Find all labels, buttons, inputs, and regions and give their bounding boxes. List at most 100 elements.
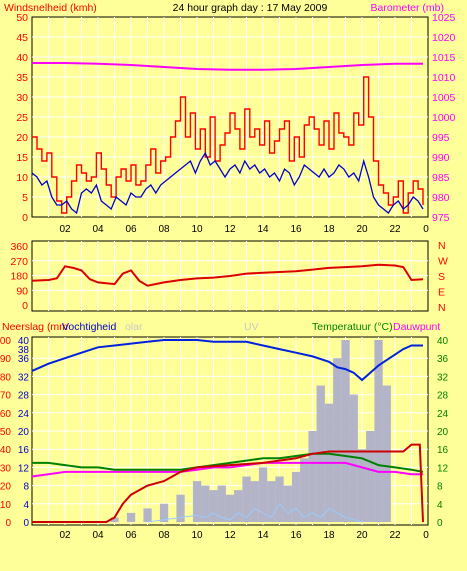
wind-gust-line <box>32 76 424 214</box>
x-tick-label: 0 <box>423 530 429 541</box>
rain-humidity-temp-panel: 0102030405060708090100 04812162024283236… <box>0 336 449 541</box>
direction-y-tick-label: 180 <box>10 271 28 283</box>
wind-grid <box>32 17 428 217</box>
baro-y-tick-label: 1010 <box>432 72 456 84</box>
temp-y-tick-label: 12 <box>437 463 449 474</box>
solar-bar <box>176 494 185 522</box>
graph-title: 24 hour graph day : 17 May 2009 <box>173 2 328 14</box>
temp-y-tick-label: 0 <box>437 518 443 529</box>
humidity-y-tick-label: 100 <box>0 336 11 347</box>
compass-label: S <box>438 271 445 283</box>
x-tick-label: 06 <box>125 530 137 541</box>
humidity-line <box>31 339 423 382</box>
compass-label: N <box>438 240 446 252</box>
rain-x-axis: 02 04 06 08 10 12 14 16 18 20 22 0 <box>59 530 429 541</box>
humidity-y-tick-label: 90 <box>0 354 11 365</box>
temp-y-tick-label: 40 <box>437 336 449 347</box>
barometer-line <box>32 62 423 71</box>
direction-y-tick-label: 0 <box>22 300 28 312</box>
rain-y-tick-label: 28 <box>18 391 30 402</box>
humidity-y-tick-label: 10 <box>0 500 11 511</box>
x-tick-label: 20 <box>356 530 368 541</box>
wind-y-axis: 0 5 10 15 20 25 30 35 40 45 50 <box>16 12 28 224</box>
baro-y-tick-label: 1005 <box>432 92 456 104</box>
wind-y-tick-label: 25 <box>16 112 28 124</box>
baro-y-tick-label: 1015 <box>432 52 456 64</box>
wind-y-tick-label: 50 <box>16 12 28 24</box>
direction-y-tick-label: 90 <box>16 285 28 297</box>
wind-y-tick-label: 45 <box>16 32 28 44</box>
solar-bar <box>225 494 235 522</box>
wind-y-tick-label: 40 <box>16 52 28 64</box>
solar-bar <box>234 490 243 522</box>
x-tick-label: 04 <box>92 224 104 235</box>
solar-bar <box>349 394 358 522</box>
humidity-y-tick-label: 80 <box>0 372 11 383</box>
solar-bar <box>242 476 251 522</box>
solar-bar <box>209 490 218 522</box>
temp-y-tick-label: 16 <box>437 445 449 456</box>
rain-y-tick-label: 36 <box>18 354 30 365</box>
x-tick-label: 04 <box>92 530 104 541</box>
direction-y-axis: 360 270 180 90 0 <box>10 241 28 312</box>
rain-y-tick-label: 20 <box>18 427 30 438</box>
x-tick-label: 02 <box>59 224 71 235</box>
wind-y-tick-label: 5 <box>22 192 28 204</box>
solar-label: olar <box>125 321 143 333</box>
humidity-y-tick-label: 40 <box>0 445 11 456</box>
x-tick-label: 10 <box>191 224 203 235</box>
solar-bar <box>374 340 383 522</box>
compass-label: N <box>438 302 446 314</box>
solar-bar <box>143 508 152 522</box>
rain-y-tick-label: 32 <box>18 372 30 383</box>
temp-y-tick-label: 20 <box>437 427 449 438</box>
solar-bar <box>366 431 375 522</box>
rain-y-tick-label: 38 <box>18 345 30 356</box>
rain-line <box>32 443 424 523</box>
solar-bar <box>217 485 226 522</box>
x-tick-label: 14 <box>257 530 269 541</box>
solar-bar <box>126 512 136 522</box>
x-tick-label: 16 <box>290 530 302 541</box>
solar-bar <box>267 481 276 522</box>
temp-y-tick-label: 4 <box>437 500 443 511</box>
baro-y-tick-label: 985 <box>432 172 450 184</box>
direction-y-tick-label: 270 <box>10 256 28 268</box>
baro-y-tick-label: 1020 <box>432 32 456 44</box>
humidity-y-tick-label: 60 <box>0 409 11 420</box>
rain-series <box>31 339 424 523</box>
x-tick-label: 20 <box>356 224 368 235</box>
rain-y-tick-label: 16 <box>18 445 30 456</box>
x-tick-label: 0 <box>423 224 429 235</box>
x-tick-label: 06 <box>125 224 137 235</box>
rain-y-tick-label: 24 <box>18 409 30 420</box>
humidity-y-tick-label: 20 <box>0 482 11 493</box>
humidity-y-tick-label: 0 <box>5 518 11 529</box>
rain-label: Neerslag (mm <box>2 321 68 333</box>
x-tick-label: 14 <box>257 224 269 235</box>
x-tick-label: 02 <box>59 530 71 541</box>
baro-y-tick-label: 995 <box>432 132 450 144</box>
dewpoint-label: Dauwpunt <box>393 321 440 333</box>
direction-series <box>31 263 424 287</box>
solar-bar <box>291 471 301 522</box>
solar-bar <box>159 503 169 522</box>
solar-bar <box>333 358 342 522</box>
solar-bar <box>192 481 202 522</box>
wind-average-line <box>31 151 424 215</box>
humidity-y-tick-label: 70 <box>0 391 11 402</box>
temperature-line <box>32 452 424 473</box>
wind-series <box>31 62 424 215</box>
x-tick-label: 18 <box>323 224 335 235</box>
barometer-label: Barometer (mb) <box>370 2 444 14</box>
wind-y-tick-label: 15 <box>16 152 28 164</box>
compass-label: W <box>438 256 448 268</box>
direction-y-tick-label: 360 <box>10 241 28 253</box>
baro-y-tick-label: 980 <box>432 192 450 204</box>
temp-y-tick-label: 28 <box>437 391 449 402</box>
solar-bar <box>250 481 259 522</box>
baro-y-tick-label: 990 <box>432 152 450 164</box>
